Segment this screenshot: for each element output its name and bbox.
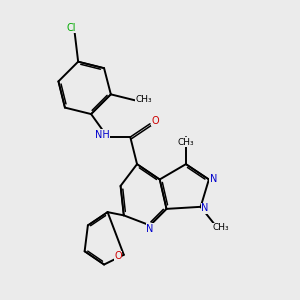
Text: CH₃: CH₃ <box>212 223 229 232</box>
Text: O: O <box>114 251 122 261</box>
Text: CH₃: CH₃ <box>135 95 152 104</box>
Text: O: O <box>152 116 159 126</box>
Text: Cl: Cl <box>67 23 76 33</box>
Text: N: N <box>146 224 154 234</box>
Text: N: N <box>210 174 217 184</box>
Text: N: N <box>201 203 209 213</box>
Text: NH: NH <box>95 130 110 140</box>
Text: CH₃: CH₃ <box>178 138 194 147</box>
